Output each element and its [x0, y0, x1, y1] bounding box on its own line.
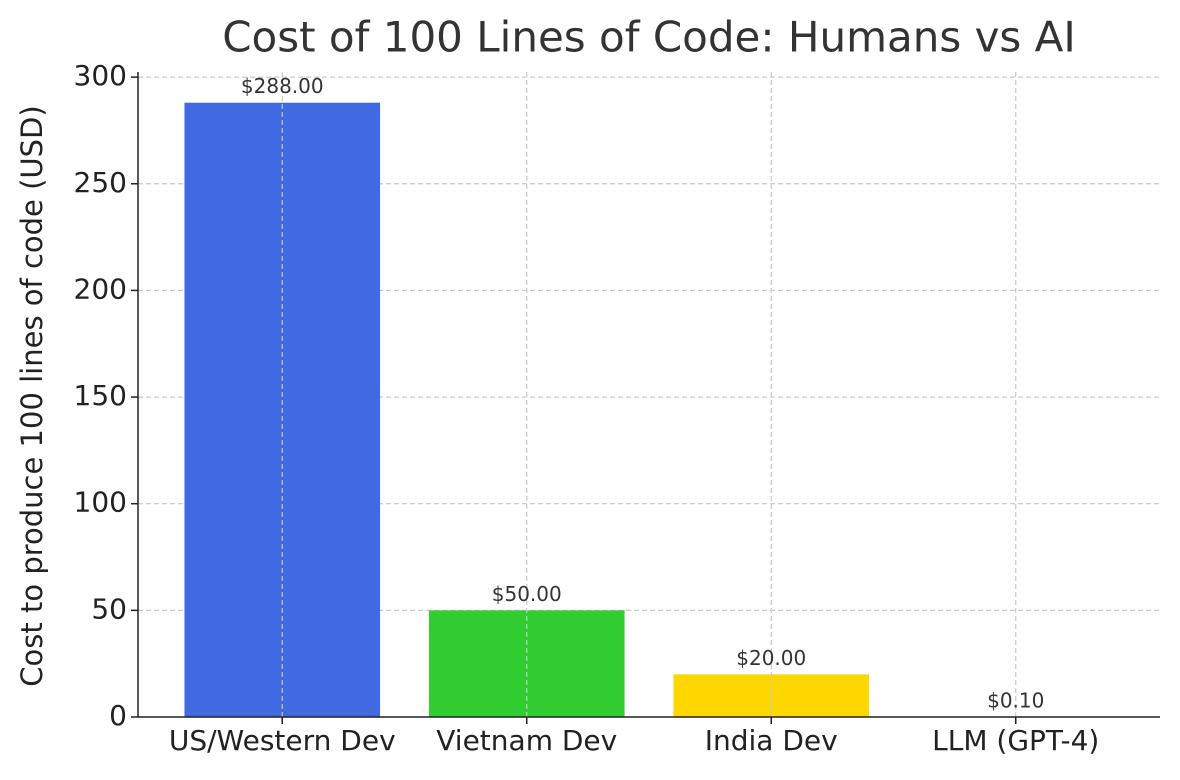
y-axis-label: Cost to produce 100 lines of code (USD)	[15, 105, 49, 686]
y-tick-label: 250	[74, 166, 127, 199]
value-label: $288.00	[241, 74, 324, 98]
x-tick-label: Vietnam Dev	[436, 724, 617, 757]
y-tick-label: 50	[91, 592, 127, 625]
chart-title: Cost of 100 Lines of Code: Humans vs AI	[222, 13, 1076, 62]
value-label: $0.10	[987, 688, 1044, 712]
y-tick-label: 200	[74, 272, 127, 305]
y-tick-label: 300	[74, 59, 127, 92]
y-tick-label: 0	[109, 699, 127, 732]
x-tick-label: India Dev	[705, 724, 838, 757]
value-label: $50.00	[492, 582, 562, 606]
x-tick-label: LLM (GPT-4)	[932, 724, 1099, 757]
value-label: $20.00	[736, 646, 806, 670]
y-tick-label: 100	[74, 486, 127, 519]
x-tick-label: US/Western Dev	[169, 724, 396, 757]
y-tick-label: 150	[74, 379, 127, 412]
